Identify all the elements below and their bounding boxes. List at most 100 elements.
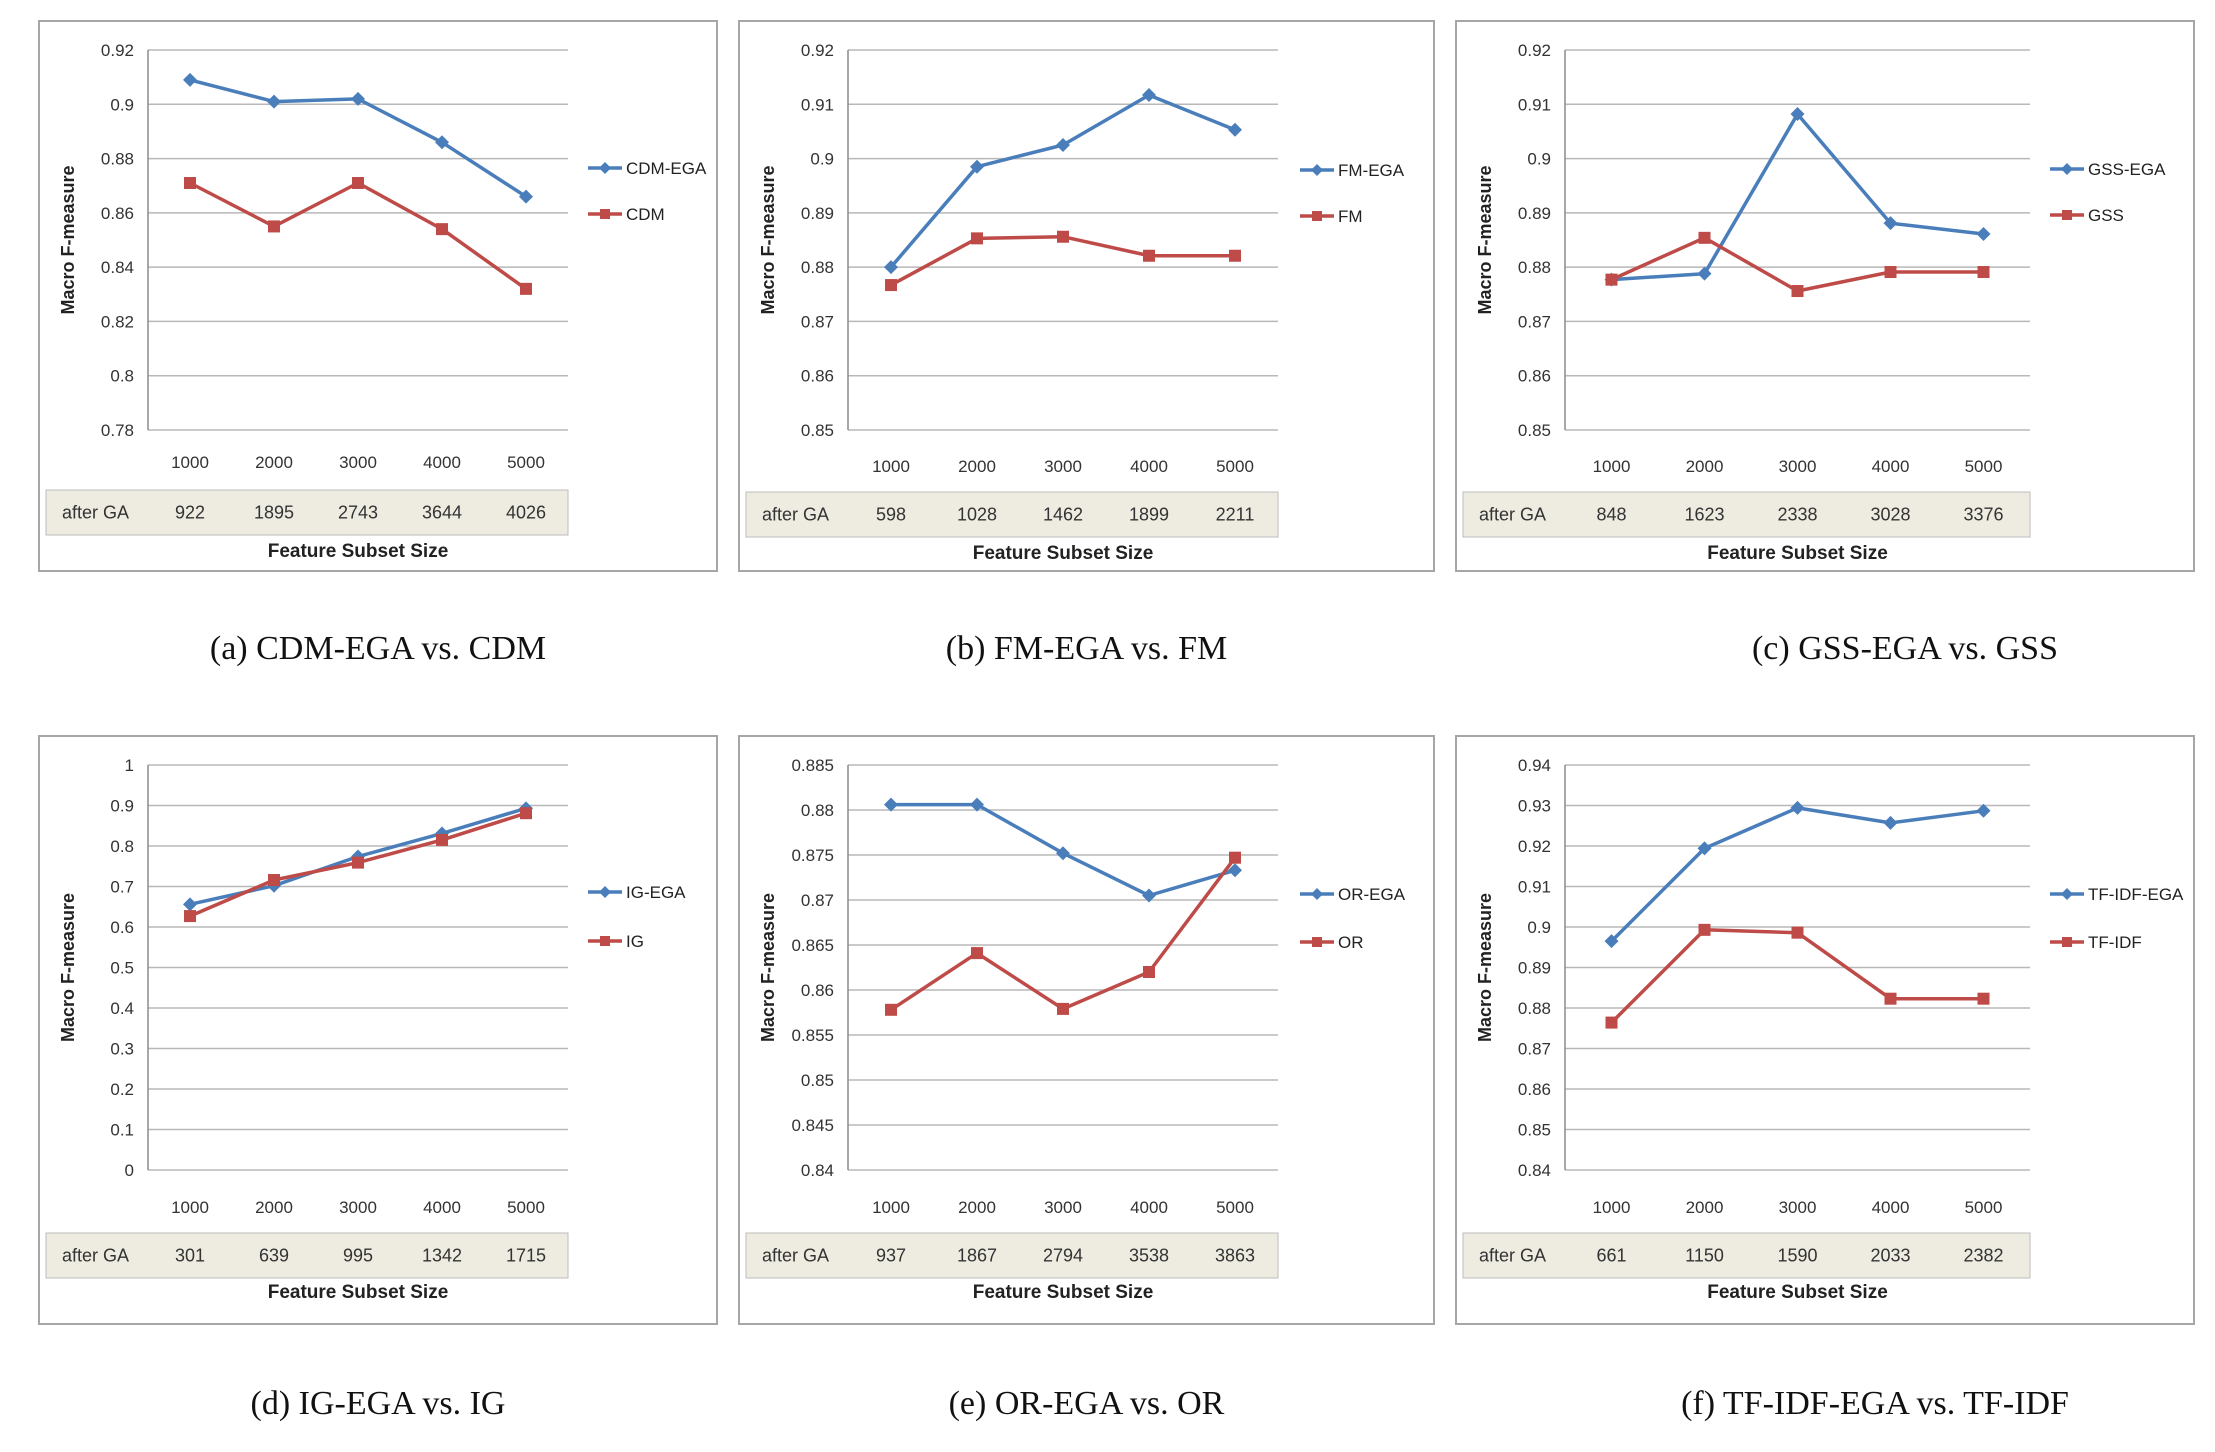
x-tick-label-b-4: 5000 bbox=[1216, 457, 1254, 476]
y-tick-label-c-3: 0.88 bbox=[1518, 258, 1551, 277]
x-tick-label-a-4: 5000 bbox=[507, 453, 545, 472]
panel-d: 0 0.1 0.2 0.3 0.4 0.5 0.6 0.7 0.8 0.9 1 Macro F-mea… bbox=[38, 735, 718, 1325]
y-tick-label-f-0: 0.84 bbox=[1518, 1161, 1551, 1180]
y-tick-label-f-10: 0.94 bbox=[1518, 756, 1551, 775]
caption-e: (e) OR-EGA vs. OR bbox=[948, 1385, 1225, 1422]
legend-label-a-1: CDM bbox=[626, 205, 665, 224]
data-point-e-0-4 bbox=[1228, 863, 1242, 878]
y-tick-label-d-3: 0.3 bbox=[110, 1040, 134, 1059]
table-cell-e-3: 3538 bbox=[1129, 1246, 1169, 1266]
chart-a: 0.78 0.8 0.82 0.84 0.86 0.88 0.9 0.92 Macro F-me… bbox=[38, 20, 718, 572]
data-point-b-1-1 bbox=[971, 232, 983, 245]
data-point-b-0-1 bbox=[970, 159, 984, 174]
y-tick-label-f-2: 0.86 bbox=[1518, 1080, 1551, 1099]
data-point-a-0-3 bbox=[435, 135, 449, 150]
data-point-e-0-0 bbox=[884, 797, 898, 812]
table-label-d: after GA bbox=[62, 1246, 129, 1266]
data-point-e-1-0 bbox=[885, 1003, 897, 1016]
legend-label-d-1: IG bbox=[626, 932, 644, 951]
data-point-a-0-2 bbox=[351, 91, 365, 106]
panel-c: 0.85 0.86 0.87 0.88 0.89 0.9 0.91 0.92 Macro F-m… bbox=[1455, 20, 2195, 572]
caption-a: (a) CDM-EGA vs. CDM bbox=[209, 630, 547, 667]
data-point-d-1-0 bbox=[184, 910, 196, 923]
x-tick-label-c-4: 5000 bbox=[1965, 457, 2003, 476]
table-cell-d-2: 995 bbox=[343, 1246, 373, 1266]
data-point-d-0-2 bbox=[351, 849, 365, 864]
legend-marker-b-1 bbox=[1312, 211, 1322, 221]
y-tick-label-f-6: 0.9 bbox=[1527, 918, 1551, 937]
y-tick-label-b-7: 0.92 bbox=[801, 41, 834, 60]
y-tick-label-e-4: 0.86 bbox=[801, 981, 834, 1000]
x-tick-label-f-2: 3000 bbox=[1779, 1198, 1817, 1217]
x-tick-label-d-1: 2000 bbox=[255, 1198, 293, 1217]
legend-label-c-0: GSS-EGA bbox=[2088, 160, 2166, 179]
table-cell-a-3: 3644 bbox=[422, 503, 462, 523]
x-tick-label-a-0: 1000 bbox=[171, 453, 209, 472]
y-tick-label-e-0: 0.84 bbox=[801, 1161, 834, 1180]
y-tick-label-c-6: 0.91 bbox=[1518, 95, 1551, 114]
caption-f: (f) TF-IDF-EGA vs. TF-IDF bbox=[1681, 1385, 2069, 1422]
data-point-d-1-3 bbox=[436, 833, 448, 846]
table-cell-f-3: 2033 bbox=[1870, 1246, 1910, 1266]
panel-a: 0.78 0.8 0.82 0.84 0.86 0.88 0.9 0.92 Macro F-me… bbox=[38, 20, 718, 572]
data-point-d-0-3 bbox=[435, 826, 449, 841]
x-tick-label-f-0: 1000 bbox=[1593, 1198, 1631, 1217]
legend-marker-e-0 bbox=[1311, 888, 1323, 900]
data-point-a-1-4 bbox=[520, 282, 532, 295]
table-label-a: after GA bbox=[62, 503, 129, 523]
y-tick-label-e-1: 0.845 bbox=[791, 1116, 834, 1135]
data-point-e-1-1 bbox=[971, 947, 983, 960]
y-tick-label-a-4: 0.86 bbox=[101, 204, 134, 223]
x-axis-label-b: Feature Subset Size bbox=[973, 543, 1154, 564]
data-point-e-1-4 bbox=[1229, 851, 1241, 864]
table-cell-c-4: 3376 bbox=[1963, 505, 2003, 525]
y-tick-label-d-5: 0.5 bbox=[110, 959, 134, 978]
table-cell-d-0: 301 bbox=[175, 1246, 205, 1266]
table-row-b bbox=[745, 491, 1279, 538]
x-tick-label-c-0: 1000 bbox=[1593, 457, 1631, 476]
legend-marker-c-1 bbox=[2062, 210, 2072, 220]
legend-label-e-0: OR-EGA bbox=[1338, 885, 1406, 904]
y-axis-label-a: Macro F-measure bbox=[58, 165, 78, 314]
y-tick-label-d-6: 0.6 bbox=[110, 918, 134, 937]
table-label-e: after GA bbox=[762, 1246, 829, 1266]
x-tick-label-a-1: 2000 bbox=[255, 453, 293, 472]
y-tick-label-c-0: 0.85 bbox=[1518, 421, 1551, 440]
data-point-e-0-2 bbox=[1056, 846, 1070, 861]
data-point-f-0-2 bbox=[1790, 800, 1805, 815]
y-tick-label-a-7: 0.92 bbox=[101, 41, 134, 60]
data-point-c-1-2 bbox=[1791, 285, 1804, 298]
table-label-f: after GA bbox=[1479, 1246, 1546, 1266]
y-tick-label-f-8: 0.92 bbox=[1518, 837, 1551, 856]
y-tick-label-b-6: 0.91 bbox=[801, 95, 834, 114]
legend-marker-d-1 bbox=[600, 936, 610, 946]
y-tick-label-b-2: 0.87 bbox=[801, 312, 834, 331]
x-tick-label-b-2: 3000 bbox=[1044, 457, 1082, 476]
legend-marker-e-1 bbox=[1312, 937, 1322, 947]
data-point-c-1-3 bbox=[1884, 266, 1897, 279]
data-point-f-1-2 bbox=[1791, 926, 1804, 939]
data-point-c-0-4 bbox=[1976, 227, 1991, 242]
y-tick-label-e-8: 0.88 bbox=[801, 801, 834, 820]
x-axis-label-f: Feature Subset Size bbox=[1707, 1282, 1888, 1303]
y-tick-label-f-5: 0.89 bbox=[1518, 959, 1551, 978]
y-axis-label-c: Macro F-measure bbox=[1475, 165, 1495, 314]
y-tick-label-a-2: 0.82 bbox=[101, 312, 134, 331]
y-tick-label-c-1: 0.86 bbox=[1518, 367, 1551, 386]
y-axis-label-b: Macro F-measure bbox=[758, 165, 778, 314]
x-tick-label-f-1: 2000 bbox=[1686, 1198, 1724, 1217]
data-point-b-0-2 bbox=[1056, 138, 1070, 152]
x-tick-label-e-3: 4000 bbox=[1130, 1198, 1168, 1217]
table-cell-c-2: 2338 bbox=[1777, 505, 1817, 525]
data-point-c-0-2 bbox=[1790, 107, 1805, 122]
y-tick-label-e-2: 0.85 bbox=[801, 1071, 834, 1090]
table-cell-f-2: 1590 bbox=[1777, 1246, 1817, 1266]
table-row-f bbox=[1462, 1232, 2031, 1279]
legend-marker-f-0 bbox=[2061, 888, 2073, 900]
y-tick-label-b-0: 0.85 bbox=[801, 421, 834, 440]
x-tick-label-a-2: 3000 bbox=[339, 453, 377, 472]
legend-marker-a-0 bbox=[599, 162, 611, 174]
data-point-d-1-1 bbox=[268, 874, 280, 887]
data-point-c-1-0 bbox=[1605, 273, 1618, 286]
panel-f: 0.84 0.85 0.86 0.87 0.88 0.89 0.9 0.91 0.92 0.93 0… bbox=[1455, 735, 2195, 1325]
